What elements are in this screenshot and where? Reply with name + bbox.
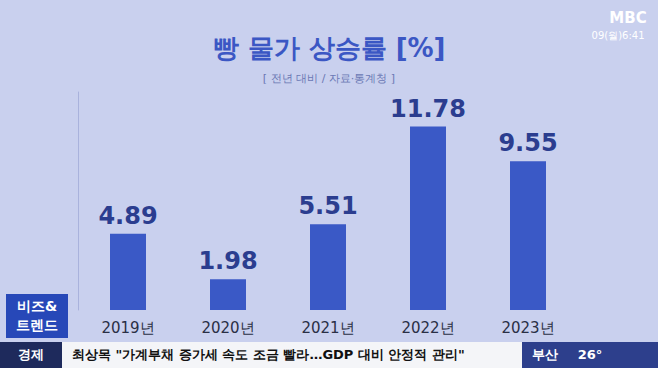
- svg-text:2020년: 2020년: [201, 319, 254, 337]
- svg-text:[ 전년 대비 / 자료·통계청 ]: [ 전년 대비 / 자료·통계청 ]: [263, 72, 395, 85]
- svg-text:2021년: 2021년: [301, 319, 354, 337]
- svg-text:4.89: 4.89: [98, 202, 157, 230]
- svg-text:비즈&: 비즈&: [17, 298, 57, 314]
- svg-text:빵 물가 상승률 [%]: 빵 물가 상승률 [%]: [213, 33, 446, 63]
- svg-text:26°: 26°: [578, 347, 603, 362]
- svg-text:1.98: 1.98: [198, 247, 257, 275]
- svg-text:9.55: 9.55: [498, 129, 557, 157]
- svg-text:11.78: 11.78: [390, 95, 466, 123]
- svg-text:경제: 경제: [18, 347, 44, 362]
- svg-text:트렌드: 트렌드: [16, 317, 58, 333]
- svg-text:2022년: 2022년: [401, 319, 454, 337]
- svg-text:2023년: 2023년: [501, 319, 554, 337]
- svg-text:5.51: 5.51: [298, 192, 357, 220]
- svg-text:09(월)6:41: 09(월)6:41: [592, 30, 645, 41]
- svg-text:부산: 부산: [532, 347, 558, 362]
- svg-text:최상목 "가계부채 증가세 속도 조금 빨라…GDP 대비: 최상목 "가계부채 증가세 속도 조금 빨라…GDP 대비 안정적 관리": [72, 347, 465, 362]
- svg-text:2019년: 2019년: [101, 319, 154, 337]
- svg-text:MBC: MBC: [609, 9, 646, 27]
